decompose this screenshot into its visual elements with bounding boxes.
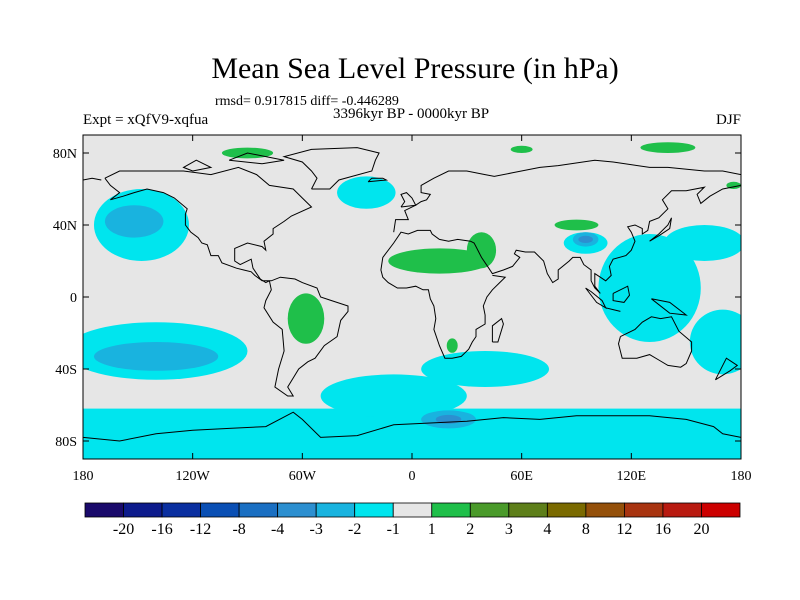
colorbar-swatch — [508, 502, 548, 518]
y-tick-label: 0 — [70, 291, 77, 306]
anomaly-band-south — [83, 408, 741, 459]
colorbar-swatch — [546, 502, 587, 518]
colorbar-label: 20 — [693, 521, 709, 538]
anomaly-region — [388, 248, 491, 274]
chart-title: Mean Sea Level Pressure (in hPa) — [211, 52, 619, 85]
anomaly-region — [664, 225, 741, 261]
colorbar-label: 1 — [428, 521, 436, 538]
anomaly-region — [337, 176, 396, 209]
coastline — [605, 307, 621, 312]
colorbar-swatch — [315, 502, 356, 518]
colorbar-swatch — [161, 502, 201, 518]
colorbar-label: 16 — [655, 521, 671, 538]
y-tick-label: 80N — [53, 147, 77, 162]
colorbar-label: 4 — [543, 521, 551, 538]
colorbar-swatch — [662, 502, 702, 518]
anomaly-region — [578, 235, 593, 243]
x-tick-label: 60W — [289, 469, 317, 484]
colorbar-swatch — [469, 502, 510, 518]
anomaly-region — [287, 293, 325, 344]
colorbar-label: -1 — [387, 521, 400, 538]
coastline — [651, 298, 688, 316]
x-tick-label: 0 — [409, 469, 416, 484]
colorbar-label: -2 — [348, 521, 361, 538]
coastline — [104, 166, 349, 397]
anomaly-region — [598, 234, 701, 342]
colorbar-swatch — [701, 502, 741, 518]
period-label: 3396kyr BP - 0000kyr BP — [332, 106, 490, 122]
coastline — [714, 357, 739, 381]
colorbar-swatch — [200, 502, 240, 518]
season-label: DJF — [715, 112, 741, 128]
colorbar-swatch — [392, 502, 433, 518]
anomaly-region — [466, 232, 497, 269]
anomaly-region — [554, 219, 599, 231]
colorbar-swatch — [277, 502, 317, 518]
y-tick-label: 40N — [53, 219, 77, 234]
anomaly-region — [93, 342, 219, 371]
colorbar-label: -3 — [310, 521, 323, 538]
colorbar-swatch — [354, 502, 394, 518]
colorbar-label: 8 — [582, 521, 590, 538]
y-tick-label: 80S — [55, 435, 77, 450]
x-tick-label: 180 — [731, 469, 752, 484]
coastline — [83, 411, 741, 442]
anomaly-region — [320, 374, 467, 418]
coastline — [585, 287, 607, 310]
colorbar: -20 -16 -12 -8 -4 -3 -2 -1 1 2 3 4 8 12 16 20 — [84, 502, 741, 538]
experiment-label: Expt = xQfV9-xqfua — [83, 112, 209, 128]
coastline — [83, 177, 102, 181]
x-tick-label: 120E — [617, 469, 647, 484]
colorbar-swatch — [84, 502, 124, 518]
anomaly-region — [104, 205, 164, 238]
stats-label: rmsd= 0.917815 diff= -0.446289 — [215, 94, 399, 109]
anomaly-region — [510, 145, 533, 153]
coastlines — [83, 147, 741, 442]
coastline — [400, 192, 417, 208]
x-tick-label: 60E — [510, 469, 533, 484]
y-tick-label: 40S — [55, 363, 77, 378]
colorbar-label: -8 — [232, 521, 245, 538]
coastline — [380, 184, 741, 359]
colorbar-label: -20 — [113, 521, 134, 538]
colorbar-label: -4 — [271, 521, 284, 538]
coastline — [617, 316, 693, 368]
x-tick-label: 120W — [176, 469, 211, 484]
colorbar-swatch — [123, 502, 163, 518]
coastline — [182, 159, 213, 172]
colorbar-swatch — [238, 502, 279, 518]
colorbar-swatch — [585, 502, 625, 518]
anomaly-region — [689, 309, 741, 375]
colorbar-label: 3 — [505, 521, 513, 538]
colorbar-label: -12 — [190, 521, 211, 538]
colorbar-swatch — [624, 502, 664, 518]
colorbar-label: 12 — [616, 521, 632, 538]
anomaly-region — [421, 351, 550, 387]
coastline — [367, 177, 389, 183]
x-tick-label: 180 — [73, 469, 94, 484]
coastline — [491, 317, 504, 343]
coastline — [282, 147, 380, 190]
anomaly-region — [446, 338, 458, 353]
coastline — [649, 217, 672, 242]
anomaly-field — [83, 142, 741, 459]
colorbar-label: -16 — [151, 521, 172, 538]
anomaly-region — [640, 142, 696, 154]
coastline — [612, 285, 631, 303]
colorbar-swatch — [431, 502, 471, 518]
colorbar-label: 2 — [466, 521, 474, 538]
coastline — [229, 152, 285, 165]
axes: 180 120W 60W 0 60E 120E 180 80N 40N 0 40S 80S — [53, 135, 752, 484]
